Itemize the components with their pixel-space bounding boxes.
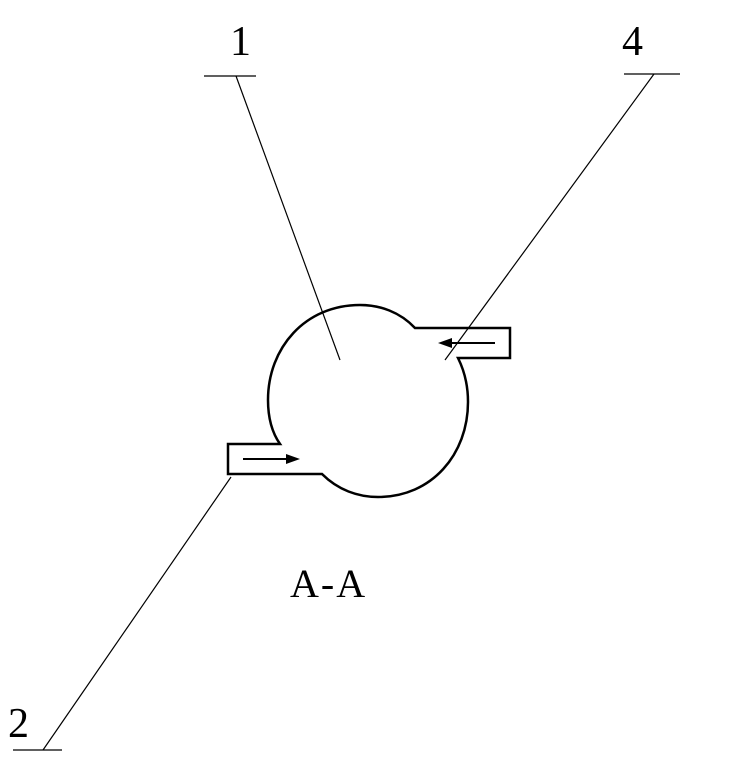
label-1: 1 [230,18,251,66]
label-2: 2 [8,700,29,748]
leader-line-4 [445,74,654,360]
chamber-body [228,305,510,497]
diagram-canvas: 1 4 2 A-A [0,0,730,763]
label-4: 4 [622,18,643,66]
leader-line-2 [43,477,231,750]
outlet-arrow-head [286,454,300,464]
section-label: A-A [290,560,367,607]
diagram-svg [0,0,730,763]
inlet-arrow-head [438,338,452,348]
leader-line-1 [236,76,340,360]
